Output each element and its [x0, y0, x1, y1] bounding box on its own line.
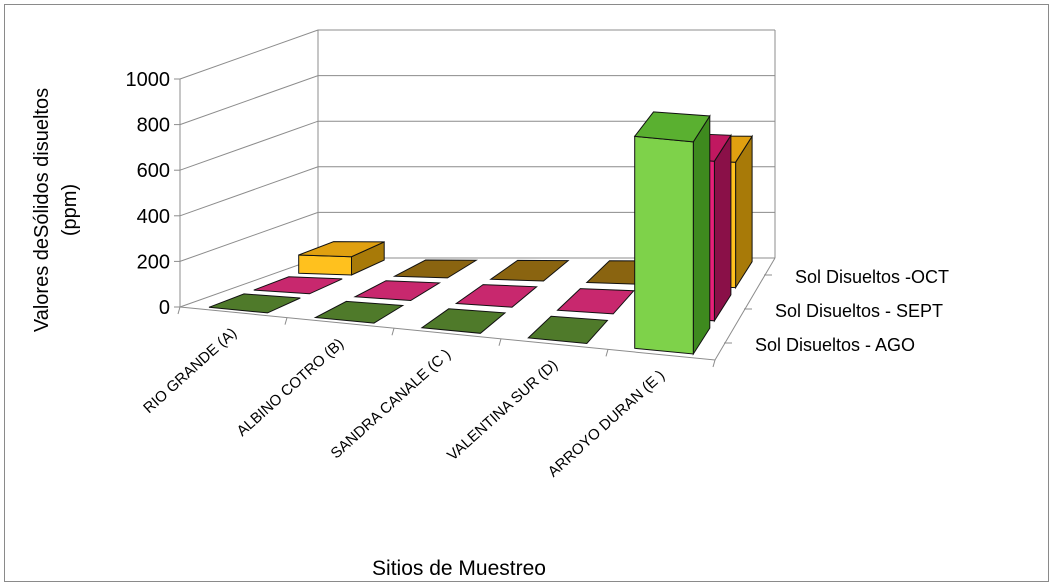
bar	[392, 259, 478, 279]
x-category-label: VALENTINA SUR (D)	[444, 356, 561, 464]
series-label: Sol Disueltos - SEPT	[775, 301, 943, 321]
y-tick-label: 600	[137, 160, 170, 182]
y-tick-label: 800	[137, 115, 170, 137]
bar	[527, 315, 609, 345]
series-label: Sol Disueltos - AGO	[755, 335, 915, 355]
bar-top	[633, 111, 711, 143]
bar-side	[692, 114, 711, 356]
gridline	[179, 29, 775, 80]
series-label: Sol Disueltos -OCT	[795, 267, 949, 287]
y-tick-label: 0	[159, 297, 170, 319]
bar	[353, 280, 442, 302]
bar-top	[208, 293, 301, 314]
bar-top	[420, 308, 507, 334]
bar-top	[313, 300, 405, 324]
bar	[454, 284, 538, 308]
bar	[253, 276, 343, 295]
bar	[633, 111, 711, 356]
x-tick-mark	[284, 317, 288, 325]
bar-top	[527, 315, 609, 345]
bar-top	[556, 288, 635, 315]
x-tick-mark	[391, 328, 395, 336]
bar-front	[634, 135, 694, 355]
y-tick-label: 400	[137, 206, 170, 228]
bar-front	[298, 254, 352, 276]
x-category-label: ARROYO DURAN (E )	[545, 367, 668, 481]
x-axis-title: Sitios de Muestreo	[372, 557, 546, 580]
bar	[313, 300, 405, 324]
bar-top	[353, 280, 442, 302]
x-tick-mark	[605, 349, 609, 357]
x-category-label: SANDRA CANALE (C )	[328, 346, 455, 462]
bar	[420, 308, 507, 334]
bar	[298, 241, 385, 276]
y-axis-title-line2: (ppm)	[59, 184, 81, 236]
y-axis-title-line1: Valores deSólidos disueltos	[31, 88, 53, 332]
bar-top	[253, 276, 343, 295]
bar-top	[298, 241, 385, 258]
bar-side	[713, 133, 732, 323]
bar	[489, 259, 570, 282]
bar	[556, 288, 635, 315]
x-category-label: ALBINO COTRO (B)	[234, 335, 348, 440]
bar	[208, 293, 301, 314]
bar-top	[489, 259, 570, 282]
x-tick-mark	[712, 359, 716, 368]
x-category-label: RIO GRANDE (A)	[140, 325, 240, 417]
x-tick-mark	[177, 306, 181, 315]
bar-top	[392, 259, 478, 279]
x-tick-mark	[498, 338, 502, 346]
y-tick-label: 200	[137, 251, 170, 273]
bar-top	[454, 284, 538, 308]
y-tick-label: 1000	[126, 69, 171, 91]
